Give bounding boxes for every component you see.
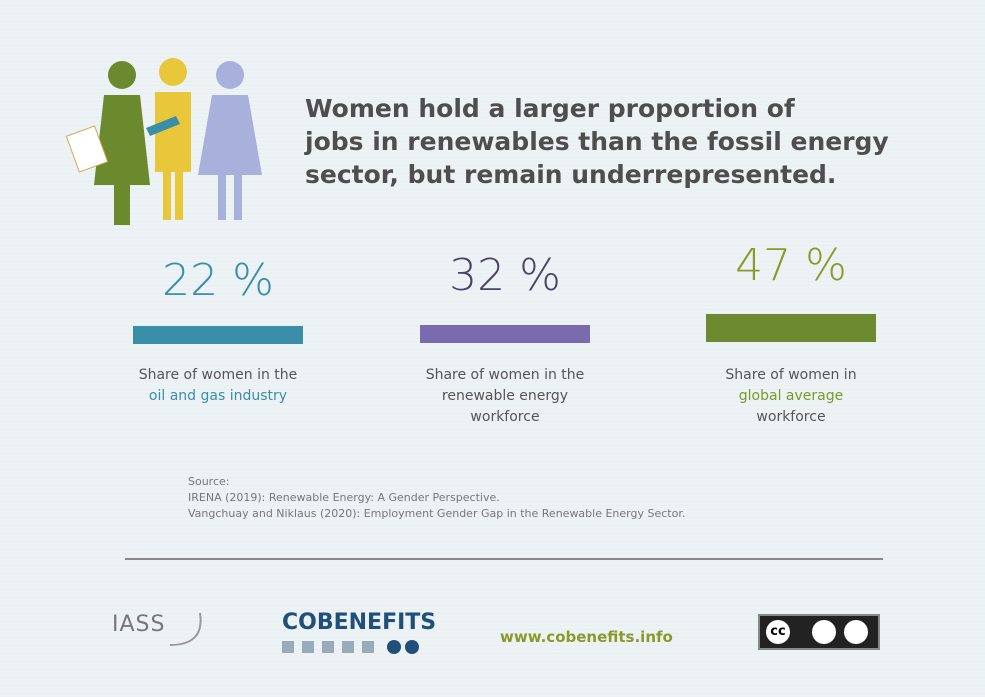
desc-line: Share of women in (725, 367, 857, 383)
desc-line: global average (738, 388, 844, 404)
source: Source: IRENA (2019): Renewable Energy: … (188, 474, 685, 522)
logo-cobenefits: COBENEFITS (282, 610, 437, 635)
desc-line: workforce (756, 409, 826, 425)
url[interactable]: www.cobenefits.info (500, 628, 673, 646)
license-badge: cc (758, 614, 880, 650)
stat-value: 32 % (449, 250, 561, 301)
title-line: Women hold a larger proportion of (305, 94, 795, 123)
license-icon (844, 620, 868, 644)
women-illustration (65, 58, 262, 225)
source-label: Source: (188, 475, 230, 488)
stat-description: Share of women in global average workfor… (661, 365, 921, 428)
stat-value: 47 % (735, 240, 847, 291)
stat-bar (706, 314, 876, 342)
title-line: sector, but remain underrepresented. (305, 160, 837, 189)
stat-bar (420, 325, 590, 343)
title-line: jobs in renewables than the fossil energ… (305, 127, 889, 156)
desc-line: Share of women in the (425, 367, 585, 383)
desc-line: workforce (470, 409, 540, 425)
source-line: Vangchuay and Niklaus (2020): Employment… (188, 507, 686, 520)
stat-description: Share of women in the renewable energy w… (375, 365, 635, 428)
desc-line: oil and gas industry (148, 388, 288, 404)
source-line: IRENA (2019): Renewable Energy: A Gender… (188, 491, 500, 504)
title: Women hold a larger proportion of jobs i… (305, 92, 889, 191)
logo-iass: IASS (112, 612, 166, 637)
stat-value: 22 % (162, 255, 274, 306)
desc-line: renewable energy (441, 388, 569, 404)
logo-swoosh (169, 612, 202, 646)
divider (125, 558, 883, 560)
desc-line: Share of women in the (138, 367, 298, 383)
logo-icons (282, 640, 419, 654)
stat-description: Share of women in the oil and gas indust… (88, 365, 348, 407)
license-label: cc (766, 620, 790, 644)
license-icon (812, 620, 836, 644)
stat-bar (133, 326, 303, 344)
